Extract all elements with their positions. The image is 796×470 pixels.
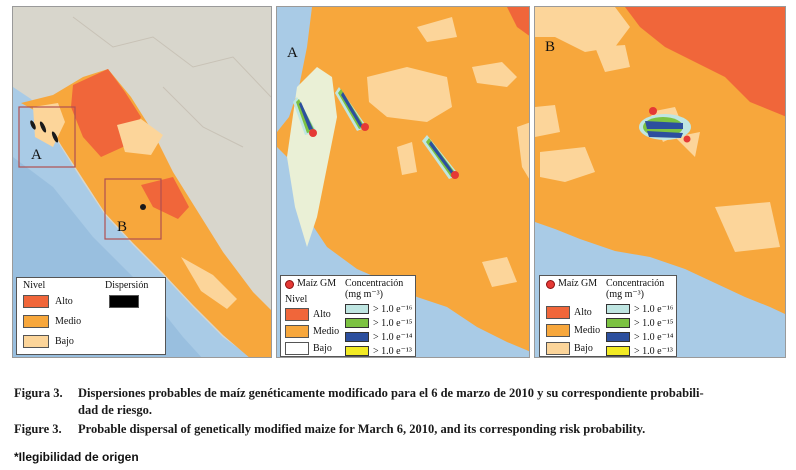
conc-swatch-1 — [345, 304, 369, 314]
legend-units: (mg m⁻³) — [345, 289, 383, 300]
legend-alto-label: Alto — [574, 307, 592, 318]
plume-a3 — [422, 135, 459, 179]
legend-alto-swatch — [285, 308, 309, 321]
conc-swatch-3 — [345, 332, 369, 342]
conc-label-1: > 1.0 e⁻¹⁶ — [634, 304, 674, 315]
conc-label-3: > 1.0 e⁻¹⁴ — [373, 332, 413, 343]
legend-alto-swatch — [546, 306, 570, 319]
legend-medio-label: Medio — [55, 316, 82, 327]
legend-concentracion: Concentración — [606, 278, 665, 289]
legend-medio-swatch — [546, 324, 570, 337]
legibility-note: *Ilegibilidad de origen — [14, 450, 139, 464]
legend-nivel: Nivel — [285, 294, 308, 305]
zone-a-legend: Maíz GM Concentración (mg m⁻³) Nivel Alt… — [280, 275, 416, 357]
legend-bajo-label: Bajo — [55, 336, 74, 347]
overview-legend: Nivel Dispersión Alto Medio Bajo — [16, 277, 166, 355]
caption-es-line1: Dispersiones probables de maíz genéticam… — [78, 386, 704, 400]
conc-label-4: > 1.0 e⁻¹³ — [373, 346, 412, 357]
zone-a-box — [18, 106, 76, 168]
zone-a-map-panel[interactable]: A Maíz GM Concentración (mg m⁻³) Nivel A… — [276, 6, 530, 358]
zone-b-box — [104, 178, 162, 240]
caption-es-label: Figura 3. — [14, 386, 63, 400]
panel-a-label: A — [287, 45, 298, 61]
legend-concentracion: Concentración — [345, 278, 404, 289]
legend-units: (mg m⁻³) — [606, 289, 644, 300]
conc-label-3: > 1.0 e⁻¹⁴ — [634, 332, 674, 343]
legend-dispersion-swatch — [109, 295, 139, 308]
conc-swatch-4 — [345, 346, 369, 356]
legend-maiz-gm: Maíz GM — [297, 278, 337, 289]
conc-swatch-1 — [606, 304, 630, 314]
conc-swatch-2 — [606, 318, 630, 328]
legend-maiz-gm: Maíz GM — [558, 278, 598, 289]
zone-b-legend: Maíz GM Concentración (mg m⁻³) Alto Medi… — [539, 275, 677, 357]
legend-medio-swatch — [285, 325, 309, 338]
legend-medio-swatch — [23, 315, 49, 328]
legend-medio-label: Medio — [313, 326, 340, 337]
legend-nivel-title: Nivel — [23, 280, 46, 291]
caption-en-label: Figure 3. — [14, 422, 62, 436]
zone-b-label: B — [117, 219, 128, 235]
legend-bajo-label: Bajo — [313, 343, 332, 354]
legend-bajo-swatch — [23, 335, 49, 348]
maiz-gm-marker-icon — [285, 280, 294, 289]
conc-swatch-4 — [606, 346, 630, 356]
caption-en-line1: Probable dispersal of genetically modifi… — [78, 422, 646, 436]
maiz-gm-marker-icon — [546, 280, 555, 289]
conc-label-4: > 1.0 e⁻¹³ — [634, 346, 673, 357]
plume-b — [639, 107, 691, 143]
plume-a1 — [293, 97, 317, 137]
legend-medio-label: Medio — [574, 325, 601, 336]
plume-a2 — [335, 87, 369, 131]
conc-label-2: > 1.0 e⁻¹⁵ — [634, 318, 674, 329]
legend-alto-label: Alto — [313, 309, 331, 320]
legend-alto-label: Alto — [55, 296, 73, 307]
legend-bajo-swatch — [546, 342, 570, 355]
zone-b-map-panel[interactable]: B Maíz GM Concentración (mg m⁻³) Alto Me… — [534, 6, 786, 358]
conc-label-2: > 1.0 e⁻¹⁵ — [373, 318, 413, 329]
overview-map-panel[interactable]: A B Nivel Dispersión Alto Medio Bajo — [12, 6, 272, 358]
conc-swatch-2 — [345, 318, 369, 328]
panel-b-label: B — [545, 39, 556, 55]
conc-swatch-3 — [606, 332, 630, 342]
legend-bajo-label: Bajo — [574, 343, 593, 354]
zone-a-label: A — [31, 147, 42, 163]
legend-bajo-swatch — [285, 342, 309, 355]
legend-dispersion-title: Dispersión — [105, 280, 149, 291]
caption-es-line2: dad de riesgo. — [78, 403, 152, 417]
conc-label-1: > 1.0 e⁻¹⁶ — [373, 304, 413, 315]
legend-alto-swatch — [23, 295, 49, 308]
